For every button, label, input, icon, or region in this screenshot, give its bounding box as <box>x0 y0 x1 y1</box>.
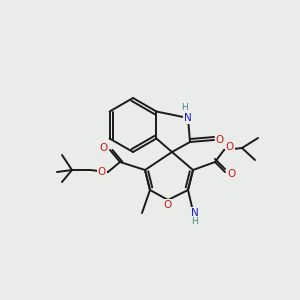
Text: O: O <box>226 142 234 152</box>
Text: O: O <box>100 143 108 153</box>
Text: N: N <box>184 113 192 123</box>
Text: N: N <box>191 208 199 218</box>
Text: O: O <box>216 135 224 145</box>
Text: O: O <box>98 167 106 177</box>
Text: O: O <box>164 200 172 210</box>
Text: O: O <box>227 169 235 179</box>
Text: H: H <box>182 103 188 112</box>
Text: H: H <box>192 217 198 226</box>
